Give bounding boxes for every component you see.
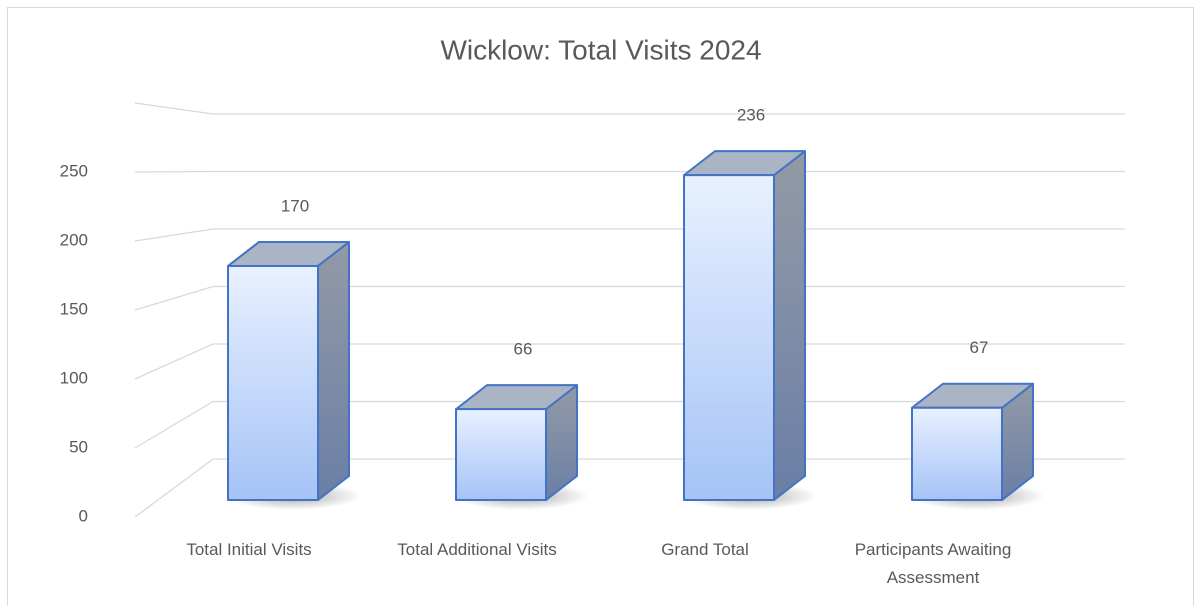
x-tick-label: Total Initial Visits: [186, 540, 312, 559]
data-label: 236: [737, 106, 765, 125]
y-tick-label: 100: [60, 368, 88, 387]
y-tick-label: 200: [60, 230, 88, 249]
y-tick-label: 150: [60, 299, 88, 318]
data-label: 67: [970, 338, 989, 357]
chart-border: [7, 7, 1194, 606]
x-tick-label: Participants Awaiting Assessment: [854, 540, 1012, 587]
data-label: 170: [281, 196, 309, 215]
bar: [227, 240, 350, 501]
grid-line: [134, 285, 1125, 311]
y-tick-label: 50: [69, 437, 88, 456]
bar-front: [227, 264, 319, 501]
grid-line: [134, 458, 1125, 518]
bar-front: [911, 406, 1003, 501]
bar: [455, 384, 578, 501]
y-tick-label: 250: [60, 161, 88, 180]
bar: [911, 382, 1034, 501]
bar-side: [317, 240, 350, 501]
grid-line: [134, 228, 1125, 242]
bar-front: [455, 408, 547, 501]
bar-front: [683, 174, 775, 501]
wall-edge: [134, 102, 1125, 115]
bar-side: [773, 150, 806, 501]
grid-line: [134, 170, 1125, 173]
grid-line: [134, 400, 1125, 449]
bar: [683, 150, 806, 501]
x-tick-label: Grand Total: [661, 540, 749, 559]
grid-line: [134, 343, 1125, 380]
data-label: 66: [514, 340, 533, 359]
y-tick-label: 0: [79, 506, 88, 525]
chart-title: Wicklow: Total Visits 2024: [440, 34, 761, 65]
x-tick-label: Total Additional Visits: [397, 540, 557, 559]
